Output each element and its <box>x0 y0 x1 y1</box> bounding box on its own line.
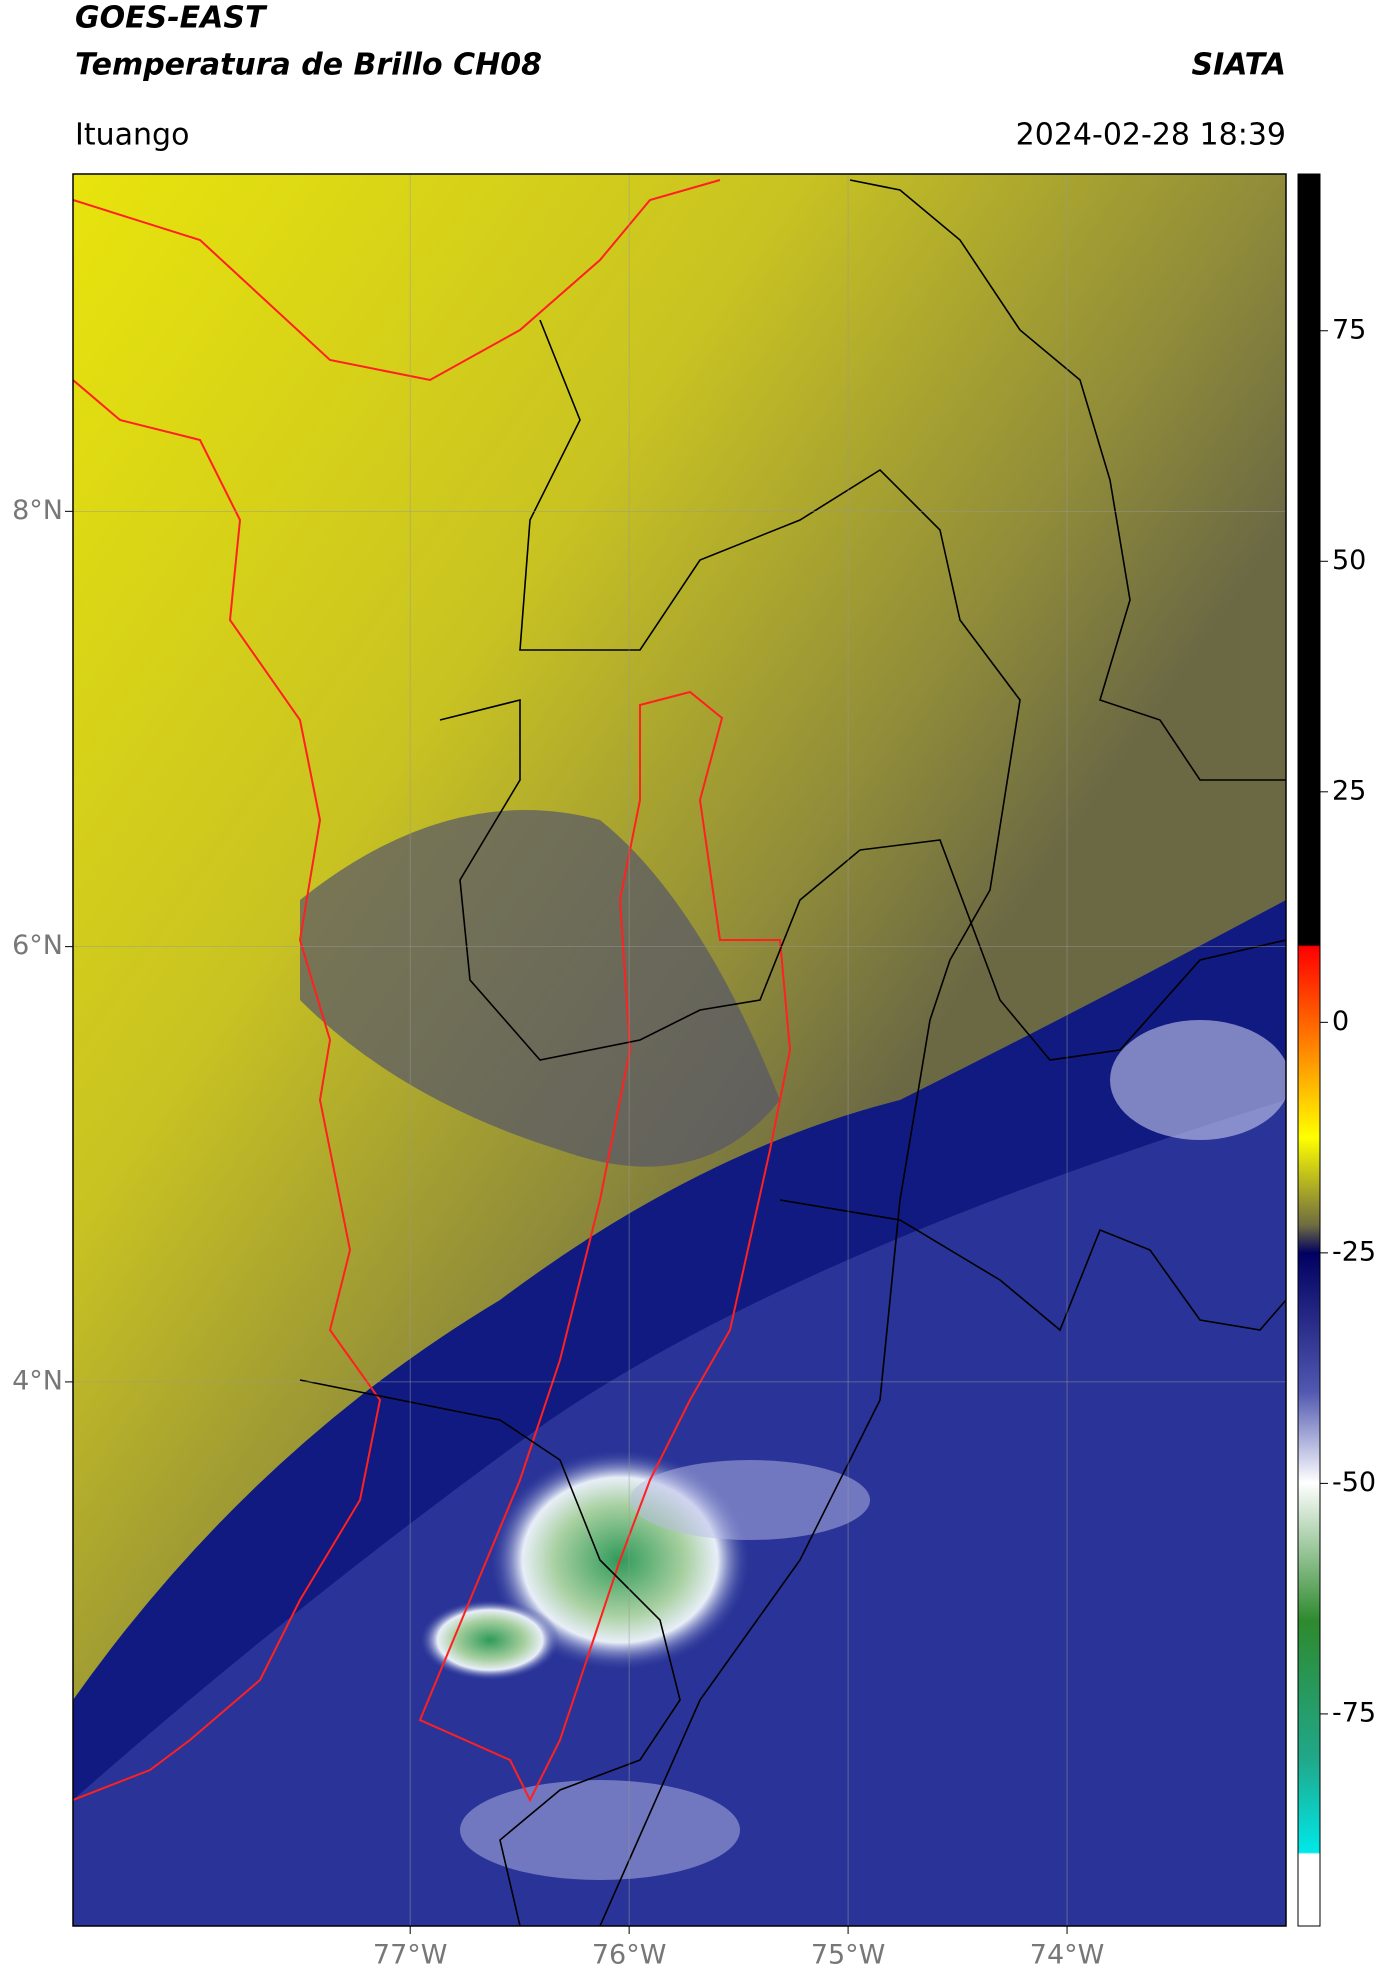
colorbar <box>1297 173 1321 1927</box>
map-image <box>73 174 1286 1926</box>
y-tick-label: 6°N <box>12 930 63 961</box>
colorbar-tick-label: -25 <box>1332 1236 1376 1267</box>
x-tick-label: 76°W <box>592 1940 667 1971</box>
location: Ituango <box>75 118 189 153</box>
timestamp: 2024-02-28 18:39 <box>1016 118 1286 153</box>
product: Temperatura de Brillo CH08 <box>75 48 542 83</box>
y-tick-label: 4°N <box>12 1365 63 1396</box>
x-tick-label: 77°W <box>373 1940 448 1971</box>
colorbar-tick-label: 0 <box>1332 1006 1349 1037</box>
x-tick-label: 75°W <box>811 1940 886 1971</box>
map-frame <box>72 173 1287 1927</box>
colorbar-tick-label: 75 <box>1332 314 1366 345</box>
colorbar-tick-label: 25 <box>1332 775 1366 806</box>
graticule <box>73 174 1286 1926</box>
satellite: GOES-EAST <box>75 1 268 36</box>
colorbar-tick-label: -50 <box>1332 1467 1376 1498</box>
y-tick-label: 8°N <box>12 495 63 526</box>
colorbar-tick-label: -75 <box>1332 1697 1376 1728</box>
organization: SIATA <box>1192 48 1286 83</box>
x-tick-label: 74°W <box>1030 1940 1105 1971</box>
colorbar-tick-label: 50 <box>1332 545 1366 576</box>
